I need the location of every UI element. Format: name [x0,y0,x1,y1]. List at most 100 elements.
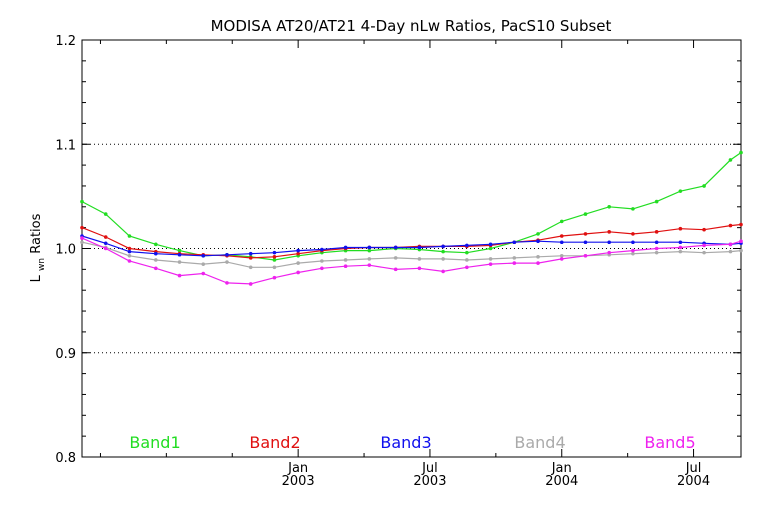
data-point-band4 [320,259,324,263]
y-tick-label: 1.0 [55,243,76,258]
data-point-band3 [465,243,469,248]
legend-label-band2: Band2 [249,433,300,452]
data-point-band2 [296,251,300,256]
data-point-band3 [512,240,517,245]
data-point-band3 [654,240,659,245]
data-point-band1 [154,242,158,247]
data-point-band1 [488,246,493,251]
data-point-band1 [272,258,277,262]
legend-label-band4: Band4 [514,433,565,452]
data-point-band5 [127,259,132,263]
legend-label-band1: Band1 [129,433,180,452]
y-axis-label-sub: wn [37,258,47,271]
data-point-band1 [536,232,540,236]
data-point-band1 [654,199,659,204]
data-point-band5 [80,236,84,240]
data-point-band2 [559,234,564,238]
data-point-band3 [248,251,253,256]
x-tick-label-year: 2003 [282,474,315,489]
data-point-band5 [488,262,493,266]
data-point-band4 [441,257,445,261]
data-point-band4 [127,253,132,258]
data-point-band5 [343,264,348,269]
data-point-band5 [296,270,300,275]
x-tick-label-month: Jul [685,461,702,476]
data-point-band2 [678,226,683,231]
data-point-band3 [678,240,683,245]
data-point-band5 [367,263,372,267]
data-point-band5 [465,265,469,270]
data-point-band1 [728,158,733,162]
data-point-band2 [607,230,611,234]
data-point-band3 [225,252,229,257]
data-point-band5 [201,271,206,276]
data-point-band1 [367,248,372,253]
data-point-band1 [177,248,182,253]
data-point-band2 [103,235,108,239]
data-point-band5 [536,261,540,265]
x-tick-label-month: Jan [287,461,308,476]
plot-area: 0.80.91.01.11.2Jan2003Jul2003Jan2004Jul2… [55,34,743,489]
data-point-band1 [583,212,588,216]
x-tick-label-month: Jan [551,461,572,476]
data-point-band2 [728,223,733,228]
data-point-band1 [702,184,706,188]
data-point-band4 [417,257,422,261]
data-point-band5 [512,261,517,265]
data-point-band4 [154,258,158,262]
data-point-band3 [417,245,422,250]
data-point-band1 [441,249,445,254]
data-point-band2 [583,232,588,236]
data-point-band4 [393,256,398,260]
data-point-band2 [272,255,277,259]
data-point-band2 [248,256,253,260]
y-tick-label: 1.1 [55,138,76,153]
data-point-band5 [320,266,324,271]
data-point-band2 [80,225,84,230]
data-point-band3 [154,251,158,256]
data-point-band5 [272,275,277,280]
data-point-band4 [201,262,206,266]
data-point-band2 [654,230,659,234]
data-point-band5 [248,282,253,286]
series-line-band1 [81,152,742,261]
y-axis-label: L wn Ratios [29,213,48,282]
data-point-band3 [127,249,132,254]
x-tick-label-month: Jul [421,461,438,476]
data-point-band3 [583,240,588,245]
data-point-band1 [607,205,611,209]
data-point-band3 [536,239,540,244]
y-axis-label-main: L [29,274,44,282]
legend-label-band5: Band5 [644,433,695,452]
y-tick-label: 0.8 [55,451,76,466]
data-point-band1 [678,189,683,193]
x-tick-label-year: 2003 [413,474,446,489]
data-point-band3 [441,244,445,249]
data-point-band1 [103,212,108,216]
data-point-band5 [702,243,706,248]
x-tick-label-year: 2004 [545,474,578,489]
data-point-band3 [367,245,372,250]
data-point-band4 [367,257,372,261]
y-tick-label: 1.2 [55,34,76,49]
data-point-band5 [103,246,108,251]
data-point-band1 [739,150,743,155]
data-point-band5 [154,266,158,271]
data-point-band5 [559,257,564,261]
data-point-band3 [343,245,348,250]
y-axis-label-rest: Ratios [29,213,44,253]
chart-title: MODISA AT20/AT21 4-Day nLw Ratios, PacS1… [211,17,612,35]
data-point-band1 [559,219,564,224]
data-point-band3 [320,247,324,252]
data-point-band2 [631,232,635,236]
data-point-band5 [393,267,398,272]
data-point-band2 [702,227,706,232]
data-point-band4 [488,257,493,261]
data-point-band4 [225,260,229,264]
data-point-band4 [177,260,182,264]
data-point-band5 [678,245,683,250]
data-point-band4 [465,258,469,262]
data-point-band5 [739,239,743,244]
